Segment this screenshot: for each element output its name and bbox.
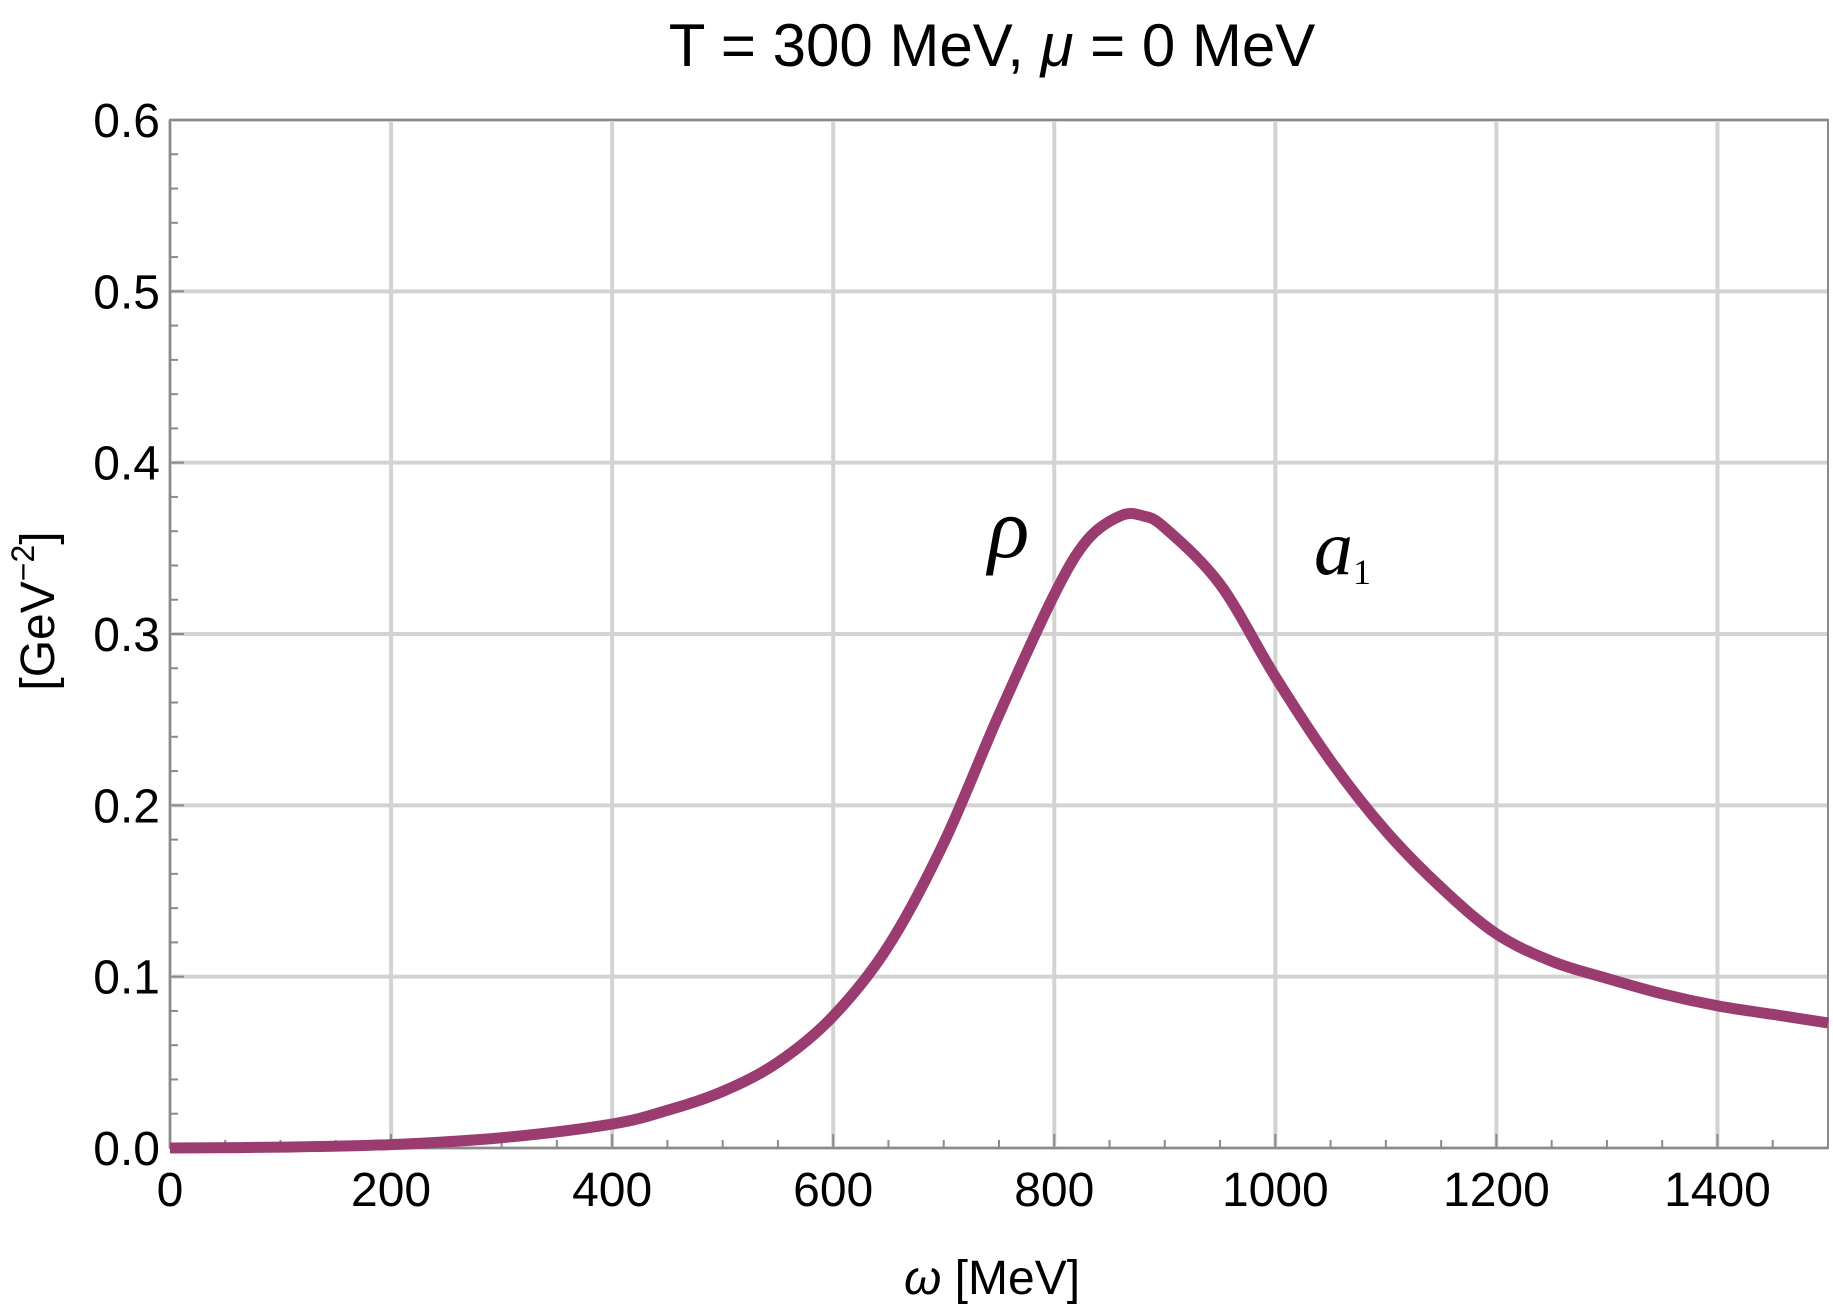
rho-annotation: ρ xyxy=(985,480,1029,576)
title-suffix: = 0 MeV xyxy=(1074,12,1316,79)
y-axis-label: [GeV−2] xyxy=(5,531,65,690)
x-tick-label: 400 xyxy=(572,1164,652,1217)
y-tick-label: 0.1 xyxy=(93,952,160,1005)
x-axis-omega-symbol: ω xyxy=(904,1252,941,1305)
x-axis-label: ω [MeV] xyxy=(904,1252,1080,1305)
y-tick-label: 0.0 xyxy=(93,1123,160,1176)
y-tick-label: 0.5 xyxy=(93,266,160,319)
title-prefix: T = 300 MeV, xyxy=(669,12,1041,79)
title-mu-symbol: μ xyxy=(1039,12,1074,79)
grid-layer xyxy=(168,118,1828,1150)
annotation-symbol: ρ xyxy=(985,480,1029,576)
x-tick-label: 1200 xyxy=(1443,1164,1550,1217)
y-tick-label: 0.2 xyxy=(93,780,160,833)
tick-label-layer: 0 200 400 600 800 1000 1200 1400 0.0 0.1 0.2 0.3 0.4… xyxy=(93,95,1771,1217)
x-tick-label: 0 xyxy=(157,1164,184,1217)
plot-frame xyxy=(169,119,1829,1149)
annotation-layer: ρ a1 xyxy=(985,480,1371,592)
annotation-symbol: a xyxy=(1314,504,1353,591)
spectral-curve xyxy=(169,507,1829,1154)
y-tick-label: 0.3 xyxy=(93,609,160,662)
series-layer xyxy=(169,507,1829,1154)
y-tick-label: 0.6 xyxy=(93,95,160,148)
y-tick-label: 0.4 xyxy=(93,438,160,491)
x-tick-label: 800 xyxy=(1014,1164,1094,1217)
a1-annotation: a1 xyxy=(1314,504,1371,592)
chart-title: T = 300 MeV, μ = 0 MeV xyxy=(669,12,1316,79)
x-tick-label: 1000 xyxy=(1222,1164,1329,1217)
y-axis-label-superscript: −2 xyxy=(5,545,41,581)
x-tick-label: 1400 xyxy=(1664,1164,1771,1217)
annotation-subscript: 1 xyxy=(1353,552,1371,592)
x-tick-label: 200 xyxy=(351,1164,431,1217)
y-axis-label-suffix: ] xyxy=(12,531,65,544)
x-tick-label: 600 xyxy=(793,1164,873,1217)
x-axis-unit: [MeV] xyxy=(941,1252,1080,1305)
y-axis-label-prefix: [GeV xyxy=(12,581,65,690)
